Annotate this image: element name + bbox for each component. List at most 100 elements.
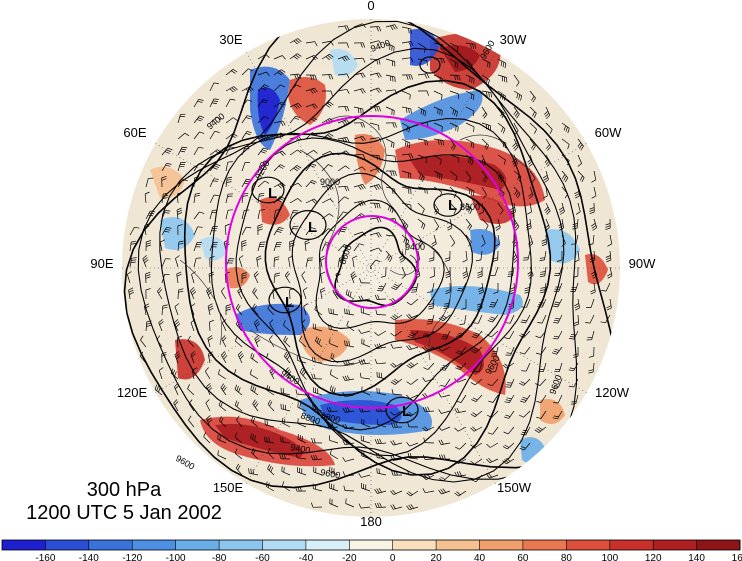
wind-barb [224,223,230,236]
wind-barb [359,372,371,380]
wind-barb [297,434,307,444]
wind-barb [385,154,397,162]
wind-barb [561,122,570,134]
wind-barb [193,257,202,268]
wind-barb [495,234,500,247]
wind-barb [209,319,215,332]
wind-barb [369,202,381,209]
wind-barb [426,314,435,325]
wind-barb [161,162,172,172]
wind-barb [376,282,387,292]
latitude-circle-outer [225,115,519,409]
colorbar-tick-label: 60 [517,553,529,561]
wind-barb [541,234,547,247]
contour-label: 9000 [320,177,340,187]
wind-barb [282,481,291,492]
wind-barb [529,138,536,151]
wind-barb [241,272,247,283]
wind-barb [401,266,406,279]
wind-barb [267,447,275,460]
lon-label-150w: 150W [497,480,532,495]
wind-barb [250,384,259,396]
wind-barb [289,182,302,188]
colorbar-swatch [392,540,437,550]
colorbar-tick-label: -120 [122,553,142,561]
wind-barb [487,426,499,435]
wind-barb [209,256,215,268]
wind-barb [422,426,435,432]
wind-barb [406,394,419,400]
wind-barb [320,271,326,284]
wind-barb [505,378,515,388]
wind-barb [553,394,563,404]
wind-barb [289,102,302,110]
wind-barb [234,336,243,348]
wind-barb [376,467,387,476]
wind-barb [527,266,534,279]
wind-barb [569,330,579,340]
colorbar-swatch [305,540,350,550]
wind-barb [297,402,307,412]
wind-barb [417,42,426,53]
wind-barb [571,234,579,245]
wind-barb [401,74,414,80]
wind-barb [257,147,269,156]
wind-barb [241,86,254,93]
wind-barb [438,454,451,460]
wind-barb [161,226,172,236]
wind-barb [390,504,403,510]
colorbar-tick-label: -60 [255,553,270,561]
wind-barb [481,218,489,231]
wind-barb [257,180,270,188]
wind-barb [321,228,333,236]
wind-barb [558,202,565,215]
wind-barb [267,303,275,316]
coastline [249,329,366,367]
wind-barb [375,452,387,460]
wind-barb [465,90,475,101]
wind-barb [273,196,285,204]
wind-barb [568,362,579,372]
wind-barb [329,482,339,492]
wind-barb [305,179,317,188]
wind-barb [422,454,435,460]
wind-barb [497,90,506,101]
wind-barb [209,98,219,108]
wind-barb [208,271,214,284]
wind-barb [321,184,334,191]
colorbar-swatch [132,540,177,550]
wind-barb [504,394,515,404]
wind-barb [289,149,302,156]
wind-barb [570,282,579,292]
lon-label-90e: 90E [90,256,113,271]
wind-barb [544,218,550,231]
wind-barb [507,266,515,277]
wind-barb [502,362,515,369]
wind-barb [353,88,366,94]
wind-barb [358,295,371,301]
wind-barb [305,257,314,268]
wind-barb [203,432,211,444]
wind-barb [385,186,396,195]
colorbar-swatch [2,540,46,550]
wind-barb [176,271,182,284]
wind-barb [289,210,299,220]
wind-barb [433,170,443,181]
wind-barb [572,266,579,278]
wind-barb [329,338,339,348]
wind-barb [273,101,286,108]
wind-barb [358,503,371,509]
wind-barb [299,367,307,380]
wind-barb [283,336,291,348]
wind-barb [433,74,443,84]
wind-barb [284,271,291,284]
wind-barb [329,369,339,380]
low-contour [433,193,463,217]
wind-barb [238,255,244,268]
wind-barb [456,282,467,292]
wind-barb [328,308,339,316]
colorbar-tick-label: -40 [299,553,314,561]
wind-barb [369,122,380,131]
wind-barb [353,166,366,172]
wind-barb [407,470,418,476]
